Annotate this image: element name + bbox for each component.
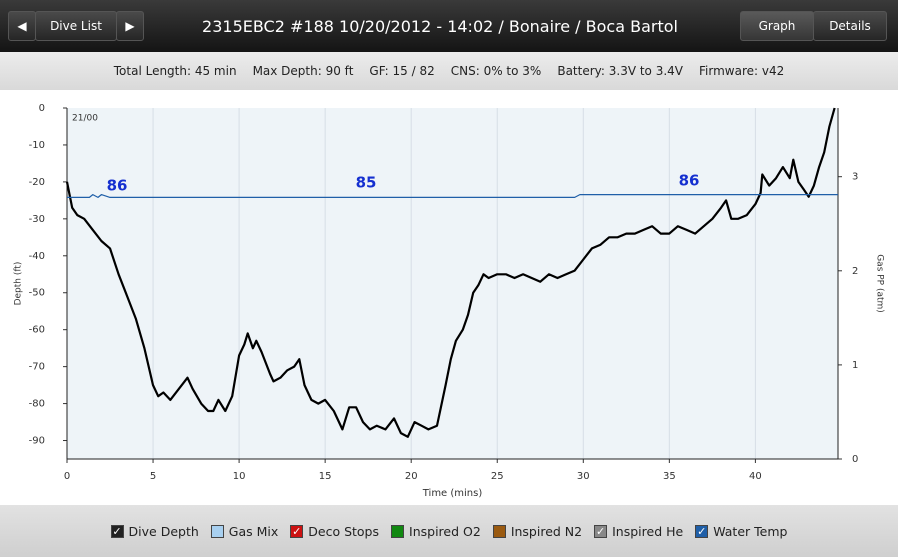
checkbox[interactable] bbox=[210, 524, 224, 538]
checkbox[interactable] bbox=[492, 524, 506, 538]
dive-title: 2315EBC2 #188 10/20/2012 - 14:02 / Bonai… bbox=[202, 17, 678, 36]
checkbox[interactable]: ✓ bbox=[594, 524, 608, 538]
info-item: Battery: 3.3V to 3.4V bbox=[557, 64, 684, 78]
series-line bbox=[67, 194, 838, 198]
info-item: Max Depth: 90 ft bbox=[252, 64, 354, 78]
legend-item[interactable]: ✓ Deco Stops bbox=[290, 524, 379, 539]
y-tick-label: -90 bbox=[29, 436, 45, 447]
legend-item[interactable]: ✓ Inspired He bbox=[594, 524, 683, 539]
legend-label: Water Temp bbox=[713, 523, 788, 539]
plot-area bbox=[67, 108, 838, 459]
info-item: GF: 15 / 82 bbox=[369, 64, 435, 78]
y-tick-label: -80 bbox=[29, 399, 45, 410]
info-item: Firmware: v42 bbox=[699, 64, 785, 78]
legend-label: Inspired He bbox=[612, 523, 684, 539]
y2-tick-label: 2 bbox=[852, 266, 858, 277]
y2-tick-label: 1 bbox=[852, 360, 858, 371]
x-tick-label: 0 bbox=[64, 471, 70, 482]
x-axis-label: Time (mins) bbox=[422, 488, 483, 499]
y-tick-label: -40 bbox=[29, 251, 45, 262]
y-axis-label: Depth (ft) bbox=[14, 262, 24, 306]
legend-label: Deco Stops bbox=[308, 523, 380, 539]
y2-tick-label: 3 bbox=[852, 172, 858, 183]
checkbox[interactable]: ✓ bbox=[110, 524, 124, 538]
details-tab[interactable]: Details bbox=[813, 11, 887, 41]
y-tick-label: -10 bbox=[29, 140, 45, 151]
legend-label: Inspired N2 bbox=[510, 523, 583, 539]
temp-label: 86 bbox=[107, 177, 128, 195]
x-tick-label: 40 bbox=[749, 471, 762, 482]
info-item: CNS: 0% to 3% bbox=[450, 64, 542, 78]
x-tick-label: 10 bbox=[233, 471, 246, 482]
y-tick-label: -50 bbox=[29, 288, 45, 299]
graph-tab[interactable]: Graph bbox=[740, 11, 814, 41]
dive-list-button[interactable]: Dive List bbox=[35, 11, 117, 41]
y-tick-label: 0 bbox=[39, 103, 45, 114]
checkbox[interactable]: ✓ bbox=[695, 524, 709, 538]
y2-axis-label: Gas PP (atm) bbox=[875, 254, 885, 313]
checkbox[interactable]: ✓ bbox=[290, 524, 304, 538]
legend-item[interactable]: Inspired O2 bbox=[391, 524, 481, 539]
legend-item[interactable]: ✓ Dive Depth bbox=[110, 523, 199, 539]
checkbox[interactable] bbox=[391, 524, 405, 538]
x-tick-label: 35 bbox=[663, 471, 676, 482]
x-tick-label: 15 bbox=[319, 471, 332, 482]
next-button[interactable]: ▶ bbox=[116, 11, 144, 41]
legend-item[interactable]: Inspired N2 bbox=[492, 523, 583, 539]
x-tick-label: 30 bbox=[577, 471, 590, 482]
legend-item[interactable]: Gas Mix bbox=[210, 523, 279, 539]
info-bar: Total Length: 45 min Max Depth: 90 ft GF: … bbox=[0, 52, 898, 90]
info-item: Total Length: 45 min bbox=[113, 64, 237, 78]
legend-label: Gas Mix bbox=[228, 523, 279, 539]
y2-tick-label: 0 bbox=[852, 454, 858, 465]
x-tick-label: 20 bbox=[405, 471, 418, 482]
legend-label: Inspired O2 bbox=[409, 523, 481, 539]
temp-label: 85 bbox=[356, 174, 377, 192]
y-tick-label: -60 bbox=[29, 325, 45, 336]
legend: ✓ Dive Depth Gas Mix ✓ Deco Stops Inspired O2… bbox=[0, 505, 898, 557]
y-tick-label: -30 bbox=[29, 214, 45, 225]
temp-label: 86 bbox=[679, 172, 700, 190]
y-tick-label: -20 bbox=[29, 177, 45, 188]
legend-item[interactable]: ✓ Water Temp bbox=[695, 524, 787, 539]
toolbar: ◀ Dive List ▶ 2315EBC2 #188 10/20/2012 -… bbox=[0, 0, 898, 52]
y-tick-label: -70 bbox=[29, 362, 45, 373]
series-line bbox=[65, 107, 836, 438]
prev-button[interactable]: ◀ bbox=[8, 11, 36, 41]
chart: 0 5 10 15 20 25 30 35 400-10-20-30-40-50-60-70-8… bbox=[14, 103, 885, 499]
x-tick-label: 25 bbox=[491, 471, 504, 482]
corner-label: 21/00 bbox=[72, 114, 98, 124]
x-tick-label: 5 bbox=[150, 471, 156, 482]
legend-label: Dive Depth bbox=[128, 523, 199, 539]
